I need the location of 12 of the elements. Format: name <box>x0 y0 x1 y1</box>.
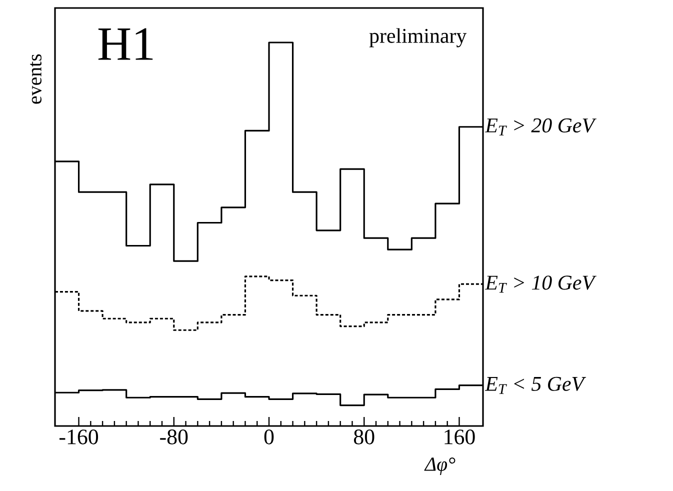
x-axis-title: Δφ° <box>424 458 456 476</box>
annotation: H1 <box>98 28 153 60</box>
x-tick-label: -160 <box>60 430 98 444</box>
x-tick-label: 160 <box>444 430 475 444</box>
y-axis-title: events <box>30 54 42 104</box>
series-label: E$_{T}$ > 10 GeV <box>484 276 597 293</box>
series-label: E$_{T}$ > 20 GeV <box>484 118 597 136</box>
annotation: preliminary <box>369 28 467 48</box>
x-tick-label: -80 <box>160 430 188 444</box>
x-tick-label: 0 <box>264 430 274 444</box>
x-tick-label: 80 <box>354 430 374 444</box>
series-label: E$_{T}$ < 5 GeV <box>484 376 586 394</box>
